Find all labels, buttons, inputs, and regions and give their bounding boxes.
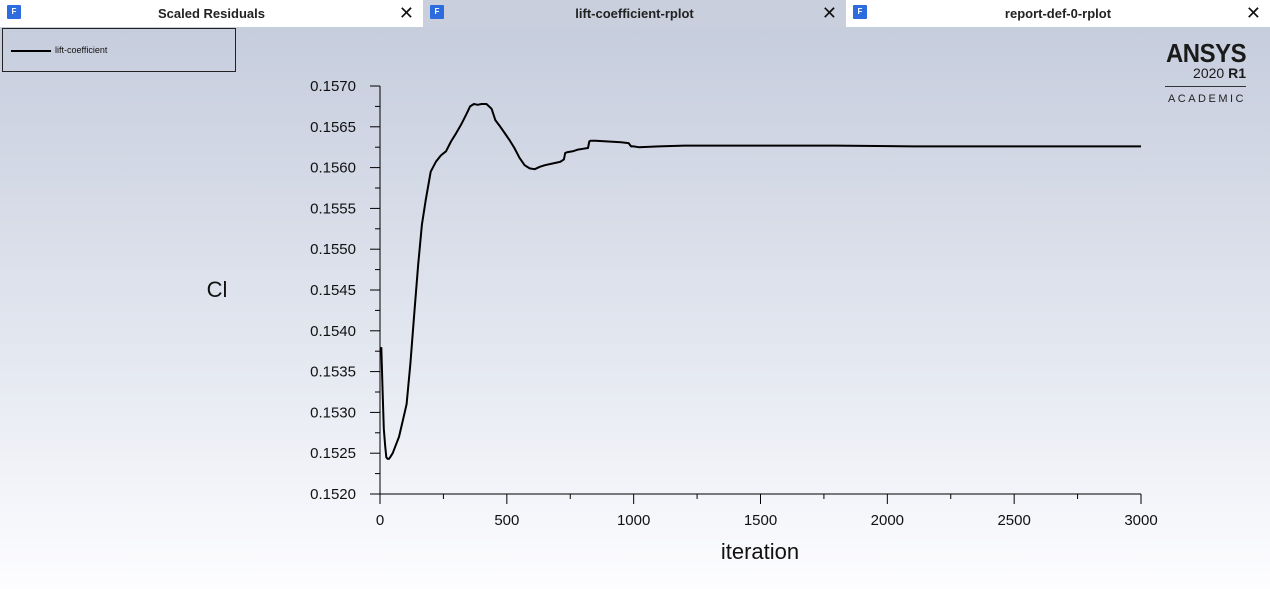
tab-bar: F Scaled Residuals ✕ F lift-coefficient-… bbox=[0, 0, 1270, 27]
tab-label: Scaled Residuals bbox=[158, 6, 265, 21]
logo-version-year: 2020 bbox=[1193, 65, 1225, 81]
tab-label: lift-coefficient-rplot bbox=[575, 6, 694, 21]
y-axis-title: Cl bbox=[207, 277, 228, 302]
x-tick-label: 0 bbox=[376, 512, 384, 529]
legend-label: lift-coefficient bbox=[55, 45, 108, 55]
x-tick-label: 2500 bbox=[997, 512, 1030, 529]
tab-report-def-0-rplot[interactable]: F report-def-0-rplot ✕ bbox=[846, 0, 1270, 27]
x-axis-title: iteration bbox=[721, 539, 799, 564]
tab-label: report-def-0-rplot bbox=[1004, 6, 1112, 21]
fluent-icon: F bbox=[853, 5, 867, 19]
logo-brand: ANSYS bbox=[1165, 38, 1247, 68]
fluent-icon: F bbox=[430, 5, 444, 19]
y-tick-label: 0.1570 bbox=[310, 78, 356, 95]
x-tick-label: 1000 bbox=[617, 512, 650, 529]
series-line-lift-coefficient bbox=[380, 103, 1141, 460]
logo-version: 2020 R1 bbox=[1193, 65, 1246, 81]
y-tick-label: 0.1550 bbox=[310, 241, 356, 258]
y-tick-label: 0.1565 bbox=[310, 119, 356, 136]
logo-release: R1 bbox=[1228, 65, 1246, 81]
tab-scaled-residuals[interactable]: F Scaled Residuals ✕ bbox=[0, 0, 423, 27]
plot-area[interactable] bbox=[0, 27, 1270, 589]
y-tick-label: 0.1530 bbox=[310, 404, 356, 421]
close-icon[interactable]: ✕ bbox=[398, 3, 414, 23]
tab-lift-coefficient-rplot[interactable]: F lift-coefficient-rplot ✕ bbox=[423, 0, 846, 27]
y-tick-label: 0.1535 bbox=[310, 364, 356, 381]
fluent-icon: F bbox=[7, 5, 21, 19]
logo-divider bbox=[1165, 86, 1246, 87]
x-tick-label: 1500 bbox=[744, 512, 777, 529]
y-tick-label: 0.1560 bbox=[310, 160, 356, 177]
logo-edition: ACADEMIC bbox=[1167, 93, 1246, 105]
chart-legend: lift-coefficient bbox=[2, 28, 236, 72]
close-icon[interactable]: ✕ bbox=[1245, 3, 1261, 23]
x-tick-label: 2000 bbox=[871, 512, 904, 529]
y-tick-label: 0.1540 bbox=[310, 323, 356, 340]
y-tick-label: 0.1555 bbox=[310, 200, 356, 217]
y-tick-label: 0.1525 bbox=[310, 445, 356, 462]
legend-line-swatch bbox=[11, 50, 51, 52]
x-tick-label: 3000 bbox=[1124, 512, 1157, 529]
y-tick-label: 0.1520 bbox=[310, 486, 356, 503]
close-icon[interactable]: ✕ bbox=[821, 3, 837, 23]
x-tick-label: 500 bbox=[494, 512, 519, 529]
y-tick-label: 0.1545 bbox=[310, 282, 356, 299]
